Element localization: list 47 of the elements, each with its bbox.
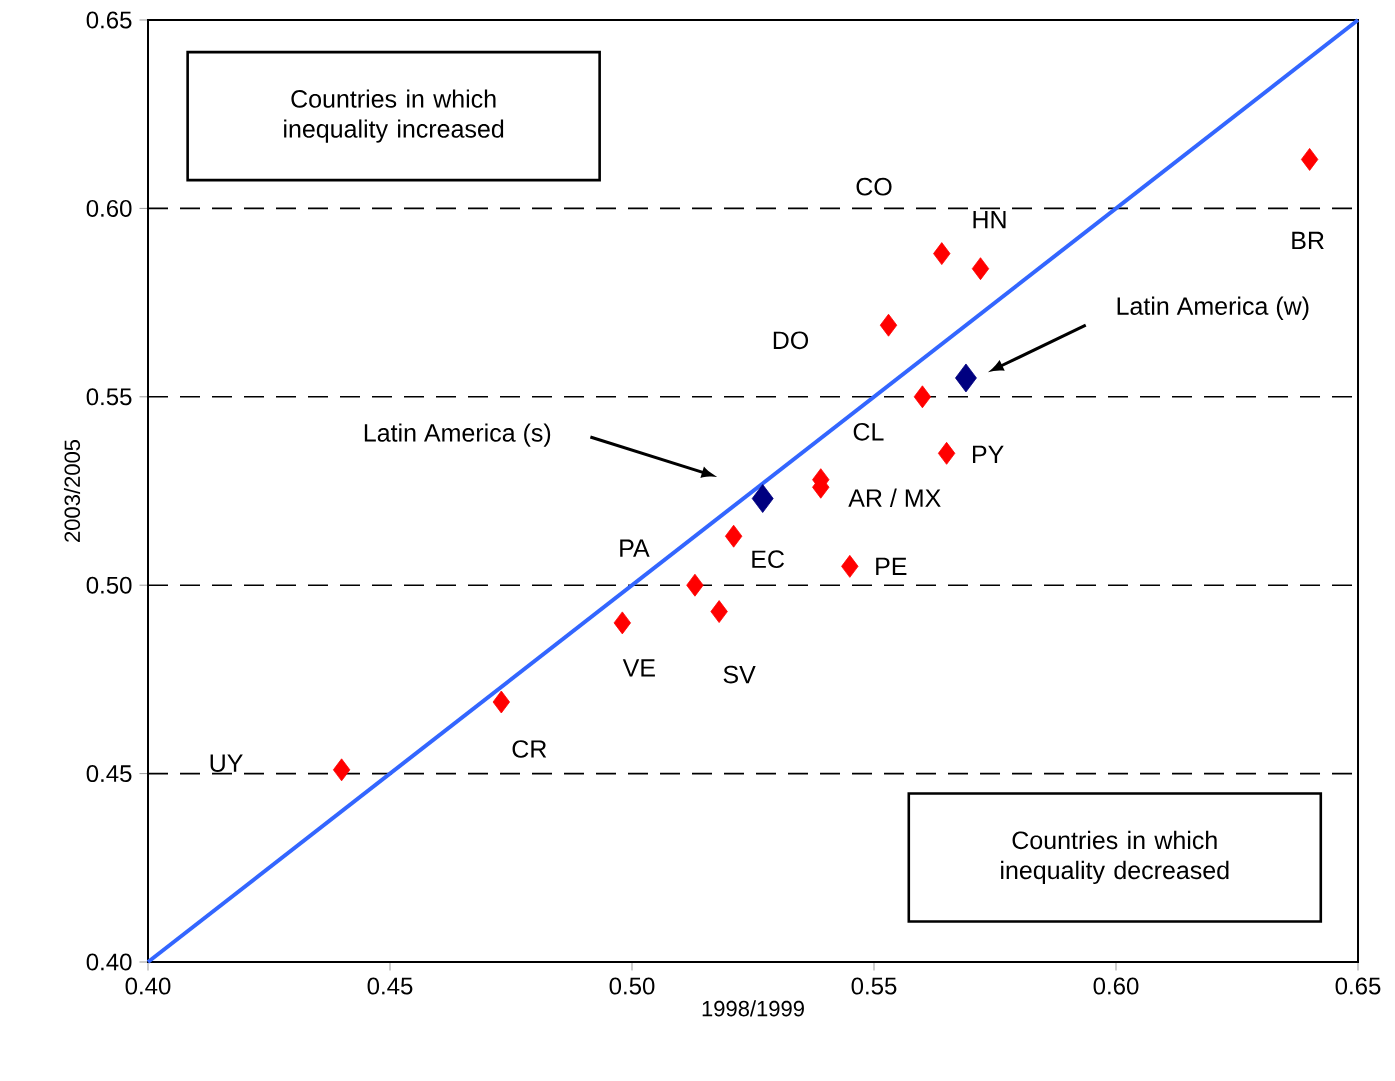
y-axis-title: 2003/2005 — [63, 439, 81, 542]
x-tick-label: 0.65 — [1335, 977, 1381, 995]
point — [724, 524, 743, 548]
annotation: PA — [620, 539, 650, 557]
annotation: SV — [723, 665, 756, 684]
x-tick-label: 0.40 — [125, 977, 171, 995]
annotation: Latin America (w) — [1117, 296, 1309, 320]
x-axis-title: 1998/1999 — [702, 1000, 804, 1017]
point — [492, 690, 510, 714]
annotation: Latin America (s) — [364, 423, 551, 447]
y-tick-label: 0.60 — [86, 199, 132, 217]
annotation: VE — [622, 659, 655, 677]
annotation: Countries in which inequality increased — [284, 89, 504, 143]
point — [937, 441, 956, 465]
y-tick-label: 0.40 — [86, 953, 132, 971]
annotation: CO — [856, 177, 892, 196]
x-tick-label: 0.55 — [851, 977, 897, 995]
point — [841, 554, 859, 578]
point — [710, 600, 728, 623]
point — [955, 363, 977, 393]
point — [686, 573, 704, 597]
y-tick-label: 0.50 — [86, 576, 132, 594]
y-tick-label: 0.55 — [86, 388, 132, 406]
annotation: AR / MX — [848, 488, 941, 507]
x-tick-label: 0.50 — [609, 977, 655, 995]
annotation: EC — [752, 550, 785, 569]
point — [1300, 148, 1319, 171]
annotation: DO — [773, 331, 809, 350]
annotation: PY — [972, 445, 1004, 463]
annotation: Countries in which inequality decreased — [1001, 830, 1229, 885]
point — [332, 758, 351, 782]
annotation: CR — [512, 740, 547, 758]
point — [751, 484, 774, 513]
annotation: HN — [973, 211, 1006, 229]
x-tick-label: 0.45 — [367, 977, 413, 995]
x-tick-label: 0.60 — [1093, 977, 1139, 995]
annotation: CL — [853, 422, 884, 441]
point — [613, 611, 631, 635]
y-tick-label: 0.65 — [86, 11, 132, 29]
annotation: PE — [876, 557, 907, 575]
annotation: UY — [210, 754, 243, 772]
y-tick-label: 0.45 — [86, 765, 132, 783]
point — [971, 257, 990, 281]
point — [879, 313, 898, 337]
annotation: BR — [1292, 231, 1324, 250]
point — [913, 385, 932, 409]
point — [933, 242, 951, 266]
